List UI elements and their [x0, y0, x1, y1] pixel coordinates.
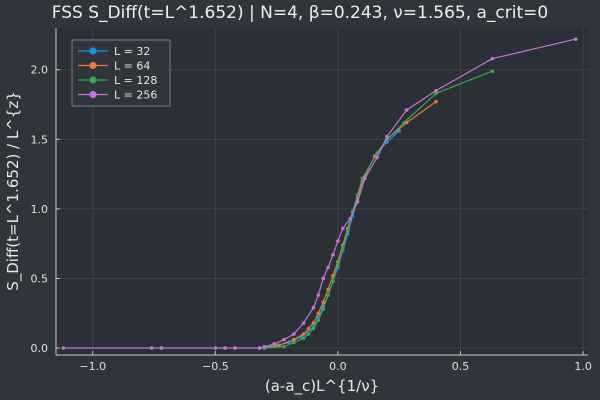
y-tick-label: 1.0 [31, 203, 49, 216]
y-tick-label: 0.0 [31, 342, 49, 355]
data-point [233, 346, 237, 350]
data-point [341, 226, 345, 231]
data-point [363, 176, 367, 181]
data-point [490, 69, 495, 73]
data-point [272, 342, 276, 346]
x-tick-label: −0.5 [202, 360, 229, 373]
data-point [355, 193, 360, 197]
data-point [159, 346, 164, 350]
data-point [375, 151, 379, 156]
y-axis-title: S_Diff(t=L^1.652) / L^{z} [4, 91, 23, 291]
data-point [301, 321, 306, 325]
chart-title: FSS S_Diff(t=L^1.652) | N=4, β=0.243, ν=… [52, 3, 548, 23]
x-tick-label: 0.0 [329, 360, 347, 373]
data-point [326, 265, 330, 270]
data-point [311, 305, 316, 310]
data-point [321, 307, 326, 311]
data-point [311, 326, 316, 331]
data-point [434, 88, 438, 93]
data-point [402, 120, 406, 125]
tick-labels: −1.0 −0.5 0.0 0.5 1.0 0.0 0.5 1.0 1.5 2.0 [31, 64, 592, 373]
series-l-256 [61, 37, 578, 350]
legend-item: L = 128 [78, 74, 157, 87]
data-point [434, 99, 438, 104]
legend-label: L = 128 [114, 74, 157, 87]
data-point [282, 337, 286, 342]
data-point [326, 293, 330, 297]
data-point [149, 346, 154, 350]
data-point [331, 279, 335, 284]
data-point [292, 337, 296, 342]
data-point [385, 134, 389, 139]
data-point [404, 108, 409, 112]
data-point [213, 346, 218, 350]
data-point [292, 332, 296, 336]
data-point [262, 344, 267, 349]
data-point [301, 332, 306, 336]
data-point [316, 293, 321, 297]
data-point [326, 287, 330, 292]
data-point [341, 246, 345, 250]
data-point [375, 155, 379, 160]
x-tick-label: −1.0 [79, 360, 106, 373]
data-point [61, 346, 66, 350]
data-point [348, 216, 352, 221]
legend: L = 32 L = 64L = 128 L = 256 [71, 39, 171, 107]
data-point [282, 344, 286, 349]
data-point [336, 239, 340, 243]
data-point [331, 253, 335, 257]
data-point [277, 343, 281, 348]
data-point [321, 300, 326, 304]
x-tick-label: 0.5 [452, 360, 470, 373]
y-tick-label: 2.0 [31, 64, 49, 77]
data-point [257, 346, 262, 350]
x-tick-label: 1.0 [574, 360, 592, 373]
axes [55, 28, 588, 356]
legend-marker [89, 61, 97, 70]
data-point [573, 37, 578, 41]
legend-item: L = 64 [78, 60, 150, 73]
legend-item: L = 256 [78, 89, 157, 102]
data-point [306, 332, 311, 336]
legend-marker [89, 47, 97, 55]
legend-marker [89, 90, 97, 99]
data-point [434, 91, 438, 96]
data-point [292, 340, 296, 345]
data-point [336, 262, 340, 267]
legend-marker [89, 76, 97, 84]
data-point [301, 336, 306, 341]
data-point [316, 318, 321, 323]
legend-item: L = 32 [78, 45, 150, 58]
legend-label: L = 256 [114, 89, 157, 102]
series-layer [61, 37, 578, 350]
data-point [490, 56, 495, 61]
x-axis-title: (a-a_c)L^{1/ν} [265, 377, 379, 396]
legend-label: L = 64 [114, 60, 150, 73]
data-point [321, 276, 326, 281]
series-line [63, 38, 576, 349]
data-point [223, 346, 227, 350]
data-point [355, 200, 360, 204]
data-point [345, 229, 350, 233]
data-point [306, 326, 311, 331]
data-point [316, 311, 321, 316]
legend-label: L = 32 [114, 45, 150, 58]
y-tick-label: 1.5 [31, 133, 49, 146]
y-tick-label: 0.5 [31, 272, 49, 285]
data-point [311, 321, 316, 325]
